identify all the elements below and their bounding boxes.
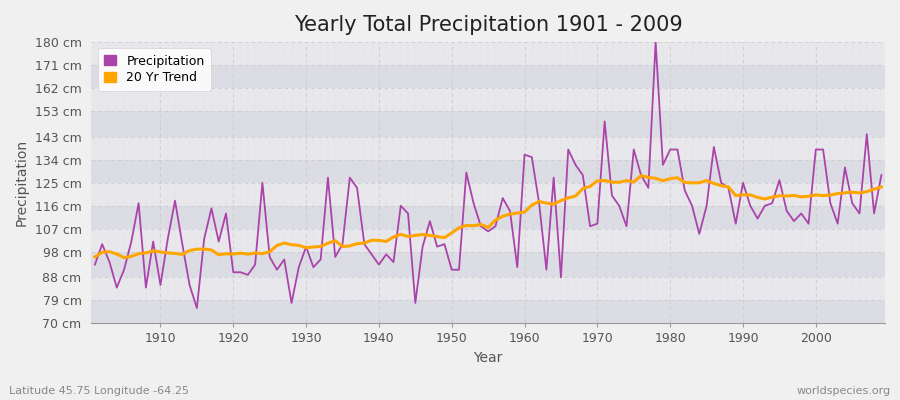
20 Yr Trend (876, 184, 886, 189)
Bar (91, 277, 885, 300)
Bar (91, 252, 885, 277)
20 Yr Trend (315, 244, 326, 249)
Text: Latitude 45.75 Longitude -64.25: Latitude 45.75 Longitude -64.25 (9, 386, 189, 396)
20 Yr Trend (359, 241, 370, 246)
Precipitation (148, 239, 158, 244)
Text: worldspecies.org: worldspecies.org (796, 386, 891, 396)
Precipitation (315, 257, 326, 262)
Bar (91, 137, 885, 160)
Title: Yearly Total Precipitation 1901 - 2009: Yearly Total Precipitation 1901 - 2009 (293, 15, 682, 35)
Line: 20 Yr Trend: 20 Yr Trend (94, 176, 881, 258)
Bar (91, 300, 885, 324)
Legend: Precipitation, 20 Yr Trend: Precipitation, 20 Yr Trend (97, 48, 211, 91)
20 Yr Trend (155, 250, 166, 254)
Bar (91, 160, 885, 183)
20 Yr Trend (635, 173, 646, 178)
20 Yr Trend (614, 180, 625, 185)
20 Yr Trend (119, 255, 130, 260)
Precipitation (876, 173, 886, 178)
Precipitation (192, 306, 202, 310)
Bar (91, 42, 885, 65)
Precipitation (359, 242, 370, 246)
Y-axis label: Precipitation: Precipitation (15, 139, 29, 226)
Precipitation (614, 203, 625, 208)
Precipitation (519, 152, 530, 157)
Bar (91, 183, 885, 206)
Bar (91, 88, 885, 111)
Precipitation (650, 40, 661, 44)
Bar (91, 65, 885, 88)
Bar (91, 206, 885, 229)
20 Yr Trend (89, 254, 100, 259)
Bar (91, 229, 885, 252)
20 Yr Trend (526, 203, 537, 208)
Precipitation (526, 155, 537, 160)
20 Yr Trend (519, 210, 530, 214)
X-axis label: Year: Year (473, 351, 503, 365)
Precipitation (89, 262, 100, 267)
Bar (91, 111, 885, 137)
Line: Precipitation: Precipitation (94, 42, 881, 308)
